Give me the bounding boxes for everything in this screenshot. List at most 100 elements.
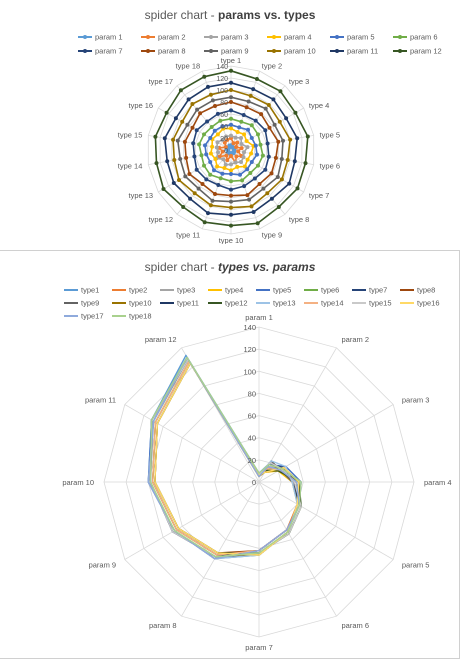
tick-label: 120 (243, 345, 256, 354)
data-point (238, 172, 242, 177)
axis-label: param 10 (62, 478, 94, 487)
data-point (263, 106, 268, 111)
tick-label: 140 (243, 323, 256, 332)
axis-label: type 5 (320, 130, 340, 139)
tick-label: 20 (248, 456, 256, 465)
data-point (259, 112, 264, 117)
series-line (147, 356, 300, 560)
legend-label: type8 (417, 286, 435, 295)
axis-label: type 4 (309, 101, 329, 110)
data-point (235, 140, 240, 145)
data-point (303, 161, 308, 166)
data-point (162, 136, 167, 141)
data-point (178, 157, 183, 161)
chart-panel-types-vs-params: spider chart - types vs. params type1 typ… (0, 250, 460, 659)
data-point (215, 132, 220, 137)
axis-label: param 6 (342, 621, 370, 630)
data-point (208, 136, 213, 140)
axis-label: type 15 (118, 130, 143, 139)
data-point (208, 92, 213, 97)
axis-label: type 6 (320, 162, 340, 171)
data-point (213, 104, 217, 108)
data-point (216, 150, 220, 155)
data-point (180, 119, 185, 124)
data-point (209, 125, 214, 129)
data-point (225, 137, 230, 142)
data-point (195, 107, 200, 112)
data-point (251, 210, 256, 214)
radar-chart-1: param 1 param 2 param 3 param 4 param 5 param… (78, 33, 442, 244)
data-point (233, 135, 238, 140)
data-point (263, 167, 268, 172)
spoke (258, 347, 337, 483)
data-point (279, 177, 284, 182)
axis-label: param 3 (402, 396, 430, 405)
data-point (239, 160, 243, 164)
legend-label: type11 (177, 299, 199, 308)
data-point (229, 80, 233, 85)
data-point (249, 204, 254, 209)
data-point (248, 171, 253, 175)
data-point (241, 155, 246, 160)
data-point (258, 142, 263, 147)
data-point (175, 138, 180, 143)
legend-marker (146, 49, 150, 53)
data-point (271, 97, 276, 102)
legend-label: param 4 (284, 33, 312, 42)
data-point (229, 68, 233, 73)
data-point (229, 212, 233, 217)
data-point (173, 116, 178, 121)
legend-label: param 5 (347, 33, 375, 42)
legend-label: type14 (321, 299, 344, 308)
data-point (256, 163, 260, 168)
tick-label: 60 (220, 112, 228, 119)
data-point (240, 178, 245, 183)
data-point (184, 155, 189, 160)
data-point (266, 103, 271, 107)
axis-label: param 12 (145, 335, 177, 344)
legend-label: type17 (81, 312, 104, 321)
data-point (218, 176, 223, 181)
tick-label: 140 (216, 64, 228, 71)
data-point (229, 187, 233, 192)
data-point (266, 154, 271, 159)
data-point (239, 142, 244, 146)
legend-label: type15 (369, 299, 392, 308)
data-point (295, 186, 300, 191)
data-point (182, 139, 187, 144)
data-point (220, 149, 225, 154)
tick-label: 100 (216, 88, 228, 95)
data-point (202, 74, 207, 79)
data-point (269, 196, 274, 201)
data-point (165, 159, 170, 164)
legend-marker (272, 49, 276, 53)
tick-label: 60 (248, 412, 256, 421)
data-point (244, 105, 249, 110)
data-point (229, 95, 233, 100)
data-point (223, 162, 228, 167)
data-point (200, 182, 205, 186)
data-point (234, 154, 239, 159)
data-point (190, 102, 195, 106)
spoke (230, 135, 314, 151)
legend-marker (83, 35, 87, 39)
data-point (279, 157, 284, 161)
data-point (196, 186, 201, 191)
data-point (210, 198, 215, 203)
axis-label: param 4 (424, 478, 452, 487)
legend-label: param 8 (158, 47, 186, 56)
data-point (225, 158, 230, 163)
data-point (275, 175, 280, 179)
legend-label: param 3 (221, 33, 249, 42)
axis-label: type 12 (148, 215, 173, 224)
axis-label: param 8 (149, 621, 177, 630)
data-point (204, 177, 209, 182)
data-point (252, 176, 257, 181)
legend-label: param 7 (95, 47, 123, 56)
legend-label: type10 (129, 299, 152, 308)
axis-label: param 7 (245, 643, 273, 652)
data-point (220, 171, 225, 176)
tick-label: 0 (252, 478, 256, 487)
spoke (124, 481, 260, 560)
series-line (149, 356, 302, 558)
